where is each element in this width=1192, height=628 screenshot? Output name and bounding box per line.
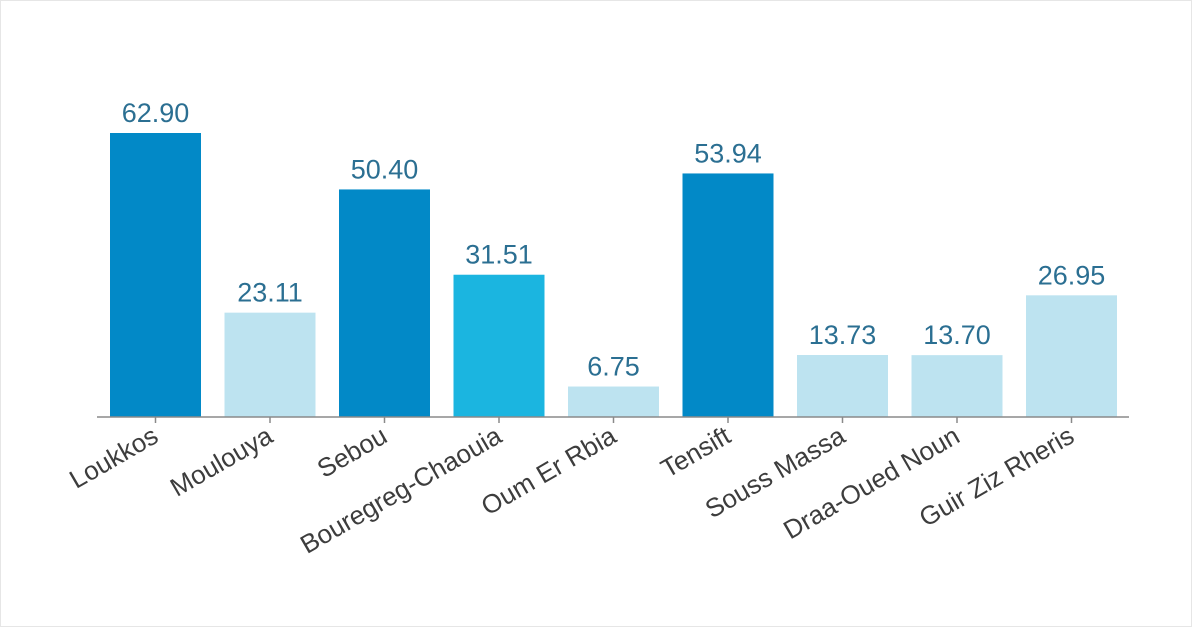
bars-group (110, 133, 1117, 417)
bar-souss-massa (797, 355, 888, 417)
value-label-moulouya: 23.11 (237, 278, 303, 308)
value-label-souss-massa: 13.73 (809, 320, 877, 350)
value-label-loukkos: 62.90 (122, 98, 190, 128)
x-tick-label-moulouya: Moulouya (165, 420, 278, 503)
x-tick-labels-group: Loukkos Moulouya SebouBouregreg-ChaouiaOum… (64, 420, 1079, 560)
bar-loukkos (110, 133, 201, 417)
value-label-tensift: 53.94 (694, 138, 762, 168)
bar-bouregreg-chaouia (453, 274, 545, 417)
bar-moulouya (224, 312, 316, 417)
value-label-guir-ziz-rheris: 26.95 (1038, 260, 1106, 290)
value-labels-group: 62.90 23.11 50.40 31.51 6.75 53.94 13.73 13.70 2… (122, 98, 1106, 382)
value-label-draa-oued-noun: 13.70 (923, 320, 991, 350)
x-tick-label-tensift: Tensift (655, 420, 736, 484)
value-label-sebou: 50.40 (351, 154, 419, 184)
x-tick-label-bouregreg-chaouia: Bouregreg-Chaouia (295, 420, 507, 560)
x-ticks-group (154, 417, 1073, 423)
bar-oum-er-rbia (568, 386, 659, 417)
bar-draa-oued-noun (911, 355, 1003, 417)
x-tick-label-sebou: Sebou (312, 420, 392, 484)
x-tick-label-loukkos: Loukkos (64, 420, 163, 494)
value-label-oum-er-rbia: 6.75 (587, 352, 640, 382)
bar-sebou (339, 189, 430, 417)
value-label-bouregreg-chaouia: 31.51 (465, 240, 533, 270)
bar-tensift (682, 173, 774, 417)
bar-guir-ziz-rheris (1026, 295, 1117, 417)
